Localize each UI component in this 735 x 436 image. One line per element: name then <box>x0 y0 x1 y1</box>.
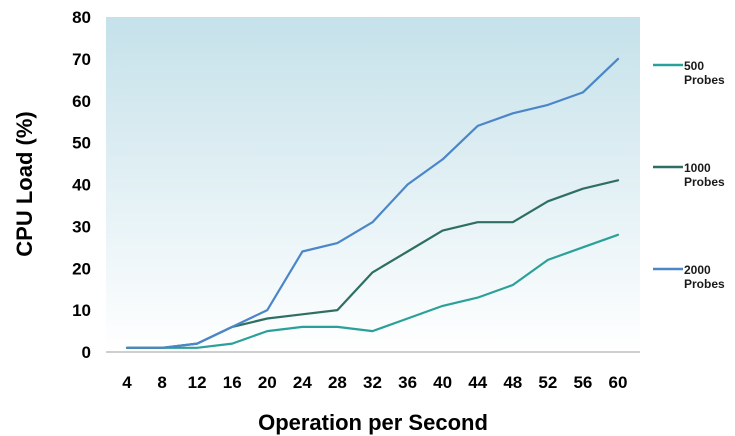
y-tick-label: 10 <box>72 301 91 320</box>
legend-label: Probes <box>684 175 725 189</box>
x-tick-label: 36 <box>398 373 417 392</box>
x-tick-label: 28 <box>328 373 347 392</box>
x-tick-label: 20 <box>258 373 277 392</box>
y-tick-label: 30 <box>72 217 91 236</box>
x-tick-label: 56 <box>573 373 592 392</box>
legend-label: 2000 <box>684 263 711 277</box>
y-tick-label: 40 <box>72 176 91 195</box>
y-tick-label: 50 <box>72 134 91 153</box>
x-tick-label: 24 <box>293 373 312 392</box>
legend-label: Probes <box>684 277 725 291</box>
x-tick-label: 44 <box>468 373 487 392</box>
legend-label: 1000 <box>684 161 711 175</box>
plot-area <box>106 17 640 352</box>
x-axis-title: Operation per Second <box>258 410 488 435</box>
y-axis-title: CPU Load (%) <box>12 111 37 256</box>
y-tick-label: 60 <box>72 92 91 111</box>
x-tick-label: 8 <box>157 373 166 392</box>
x-tick-label: 12 <box>188 373 207 392</box>
x-tick-label: 52 <box>538 373 557 392</box>
x-tick-label: 4 <box>122 373 132 392</box>
legend-label: Probes <box>684 73 725 87</box>
x-tick-label: 48 <box>503 373 522 392</box>
x-tick-label: 32 <box>363 373 382 392</box>
y-tick-label: 0 <box>82 343 91 362</box>
x-tick-label: 60 <box>609 373 628 392</box>
series-line-3 <box>125 57 620 349</box>
series-lines <box>125 57 620 349</box>
x-axis-ticks: 4 8 12 16 20 24 28 32 36 40 44 48 52 56 60 <box>122 373 627 392</box>
legend-label: 500 <box>684 59 704 73</box>
y-axis-ticks: 0 10 20 30 40 50 60 70 80 <box>72 8 91 362</box>
y-tick-label: 20 <box>72 259 91 278</box>
y-tick-label: 80 <box>72 8 91 27</box>
x-tick-label: 40 <box>433 373 452 392</box>
x-tick-label: 16 <box>223 373 242 392</box>
y-tick-label: 70 <box>72 50 91 69</box>
series-line-1 <box>125 233 620 349</box>
